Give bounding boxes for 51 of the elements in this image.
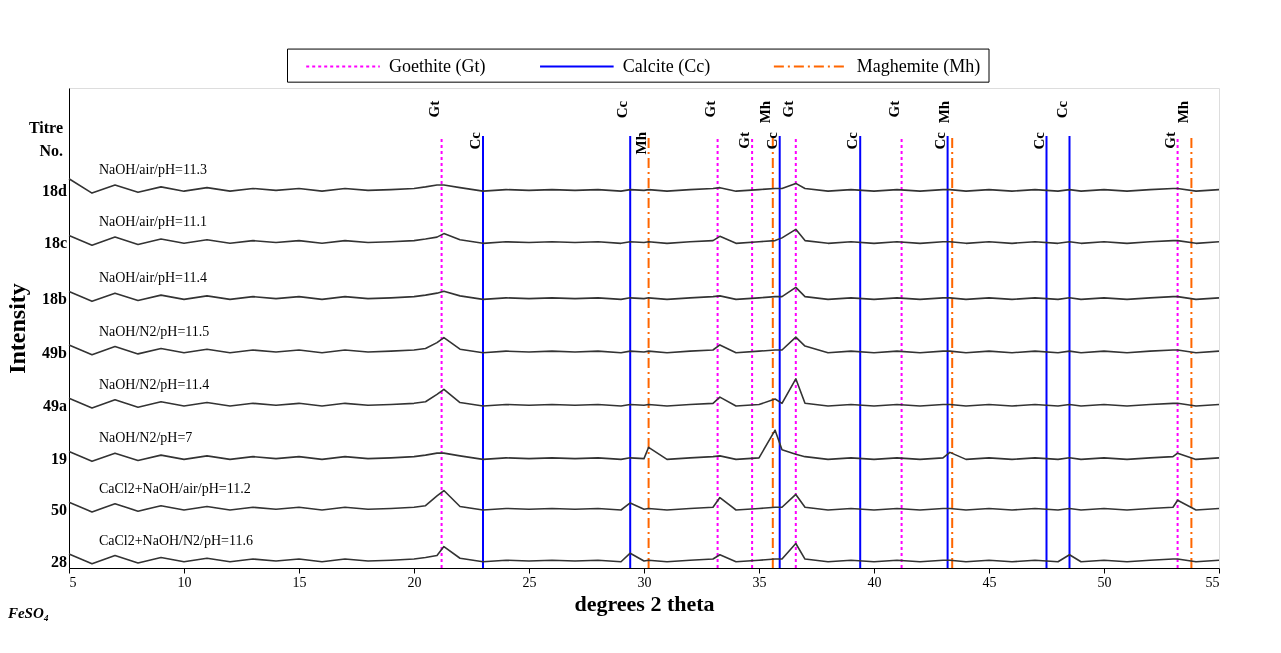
series-label: CaCl2+NaOH/N2/pH=11.6 — [98, 532, 254, 548]
x-tick-label: 35 — [752, 574, 767, 590]
x-tick-label: 55 — [1205, 574, 1220, 590]
ref-line-label: Gt — [425, 100, 442, 118]
x-tick-label: 10 — [177, 574, 192, 590]
x-tick-label: 15 — [292, 574, 307, 590]
x-tick-label: 25 — [522, 574, 537, 590]
text: 18b — [42, 290, 68, 308]
x-tick-label: 40 — [867, 574, 882, 590]
series-label: NaOH/N2/pH=11.5 — [98, 323, 210, 339]
series-label: NaOH/N2/pH=7 — [98, 430, 193, 446]
x-tick-label: 20 — [407, 574, 422, 590]
ref-line-label: Cc — [614, 100, 631, 119]
x-tick-label: 45 — [982, 574, 997, 590]
text: Calcite (Cc) — [622, 55, 711, 77]
ref-line-label: Gt — [779, 100, 796, 118]
text: Goethite (Gt) — [389, 55, 486, 77]
ref-line-label: Gt — [736, 131, 753, 149]
x-tick-label: 50 — [1097, 574, 1112, 590]
ref-line-label: Cc — [467, 131, 483, 150]
ref-line-label: Mh — [632, 131, 649, 155]
series-label: NaOH/N2/pH=11.4 — [98, 377, 210, 393]
y-axis-title: Intensity — [3, 283, 30, 374]
x-tick-label: 30 — [637, 574, 652, 590]
ref-line-label: Cc — [763, 131, 780, 150]
text: 49b — [42, 343, 68, 361]
ref-line-label: Cc — [1053, 100, 1070, 119]
text: Maghemite (Mh) — [856, 55, 981, 77]
text: 49a — [43, 397, 67, 415]
ref-line-label: Cc — [1030, 131, 1047, 150]
text: 18c — [43, 234, 67, 252]
series-label: NaOH/air/pH=11.3 — [98, 162, 207, 178]
ref-line-label: Gt — [701, 100, 718, 118]
text: Titre No. — [28, 119, 63, 160]
text: 28 — [51, 552, 67, 570]
series-label: CaCl2+NaOH/air/pH=11.2 — [98, 481, 251, 496]
ref-line-label: Cc — [931, 131, 948, 150]
x-tick-label: 5 — [69, 574, 77, 590]
ref-line-label: Mh — [756, 100, 773, 124]
ref-line-label: Gt — [885, 100, 902, 118]
text: 18d — [42, 182, 68, 200]
x-axis-title: degrees 2 theta — [574, 590, 715, 616]
ref-line-label: Gt — [1161, 131, 1178, 149]
text: FeSO₄ — [6, 605, 49, 621]
text: 50 — [51, 501, 67, 518]
ref-line-label: Mh — [936, 100, 953, 124]
ref-line-label: Cc — [844, 131, 861, 150]
series-label: NaOH/air/pH=11.1 — [98, 214, 207, 230]
text: 19 — [51, 450, 67, 468]
ref-line-label: Mh — [1175, 100, 1192, 124]
series-label: NaOH/air/pH=11.4 — [98, 270, 207, 286]
